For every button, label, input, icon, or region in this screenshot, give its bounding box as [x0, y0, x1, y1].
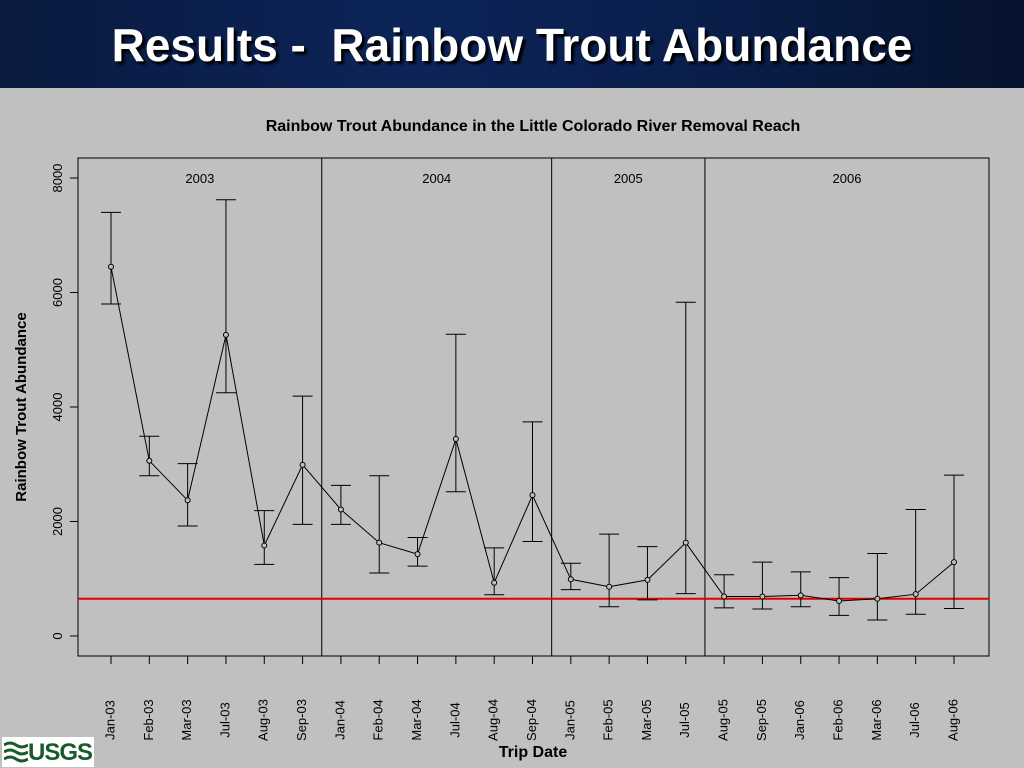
y-tick-label-0: 0: [50, 632, 65, 639]
plot-frame: [77, 157, 990, 657]
data-point-Feb-06: [836, 598, 843, 605]
data-point-Feb-04: [376, 539, 383, 546]
data-point-Sep-05: [759, 593, 766, 600]
x-tick-label-Jan-03: Jan-03: [102, 700, 117, 740]
data-point-Jul-06: [912, 591, 919, 598]
chart-title: Rainbow Trout Abundance in the Little Co…: [266, 118, 801, 135]
x-tick-label-Mar-05: Mar-05: [639, 699, 654, 740]
slide-title: Results - Rainbow Trout Abundance: [111, 19, 913, 71]
data-point-Aug-04: [491, 579, 498, 586]
y-tick-label-4000: 4000: [50, 393, 65, 422]
year-label-2003: 2003: [185, 171, 214, 186]
x-axis-label: Trip Date: [499, 744, 568, 761]
x-tick-label-Aug-04: Aug-04: [486, 699, 501, 741]
slide-header: Results - Rainbow Trout Abundance: [0, 0, 1024, 88]
x-tick-label-Sep-04: Sep-04: [524, 699, 539, 741]
data-point-Feb-03: [146, 457, 153, 464]
x-tick-label-Jul-03: Jul-03: [217, 702, 232, 737]
x-tick-label-Sep-03: Sep-03: [294, 699, 309, 741]
data-point-Feb-05: [606, 583, 613, 590]
x-tick-label-Feb-03: Feb-03: [141, 699, 156, 740]
x-tick-label-Sep-05: Sep-05: [754, 699, 769, 741]
x-tick-label-Aug-06: Aug-06: [945, 699, 960, 741]
year-label-2005: 2005: [614, 171, 643, 186]
x-tick-label-Jan-06: Jan-06: [792, 700, 807, 740]
x-tick-label-Jan-05: Jan-05: [562, 700, 577, 740]
x-tick-label-Mar-04: Mar-04: [409, 699, 424, 740]
x-tick-label-Jul-04: Jul-04: [447, 702, 462, 737]
data-point-Aug-06: [951, 559, 957, 566]
y-tick-label-6000: 6000: [50, 278, 65, 307]
data-point-Aug-05: [721, 593, 728, 600]
data-point-Mar-05: [644, 576, 651, 583]
usgs-logo: USGS: [2, 737, 94, 767]
data-point-Jan-05: [567, 576, 574, 583]
year-label-2004: 2004: [422, 171, 451, 186]
data-point-Mar-06: [874, 595, 881, 602]
year-label-2006: 2006: [833, 171, 862, 186]
x-tick-label-Aug-03: Aug-03: [256, 699, 271, 741]
usgs-wave-icon: [4, 741, 28, 763]
x-tick-label-Feb-05: Feb-05: [601, 699, 616, 740]
y-tick-label-8000: 8000: [50, 164, 65, 193]
x-tick-label-Feb-04: Feb-04: [371, 699, 386, 740]
data-point-Sep-04: [529, 492, 536, 499]
data-point-Sep-03: [299, 461, 306, 468]
x-tick-label-Jul-05: Jul-05: [677, 702, 692, 737]
x-tick-label-Aug-05: Aug-05: [716, 699, 731, 741]
x-tick-label-Mar-03: Mar-03: [179, 699, 194, 740]
abundance-chart: Rainbow Trout Abundance in the Little Co…: [13, 118, 990, 761]
data-point-Aug-03: [261, 542, 268, 549]
data-point-Jan-04: [337, 506, 344, 513]
usgs-logo-text: USGS: [28, 739, 93, 766]
data-point-Mar-04: [414, 551, 421, 558]
y-tick-label-2000: 2000: [50, 507, 65, 536]
x-tick-label-Jan-04: Jan-04: [332, 700, 347, 740]
data-point-Jul-04: [452, 436, 459, 443]
data-point-Jan-03: [108, 263, 114, 270]
data-point-Jul-05: [682, 539, 689, 546]
data-point-Jul-03: [222, 331, 229, 338]
y-axis-label: Rainbow Trout Abundance: [13, 312, 30, 501]
data-point-Mar-03: [184, 497, 191, 504]
data-point-Jan-06: [797, 592, 804, 599]
x-tick-label-Mar-06: Mar-06: [869, 699, 884, 740]
x-tick-label-Feb-06: Feb-06: [830, 699, 845, 740]
x-tick-label-Jul-06: Jul-06: [907, 702, 922, 737]
